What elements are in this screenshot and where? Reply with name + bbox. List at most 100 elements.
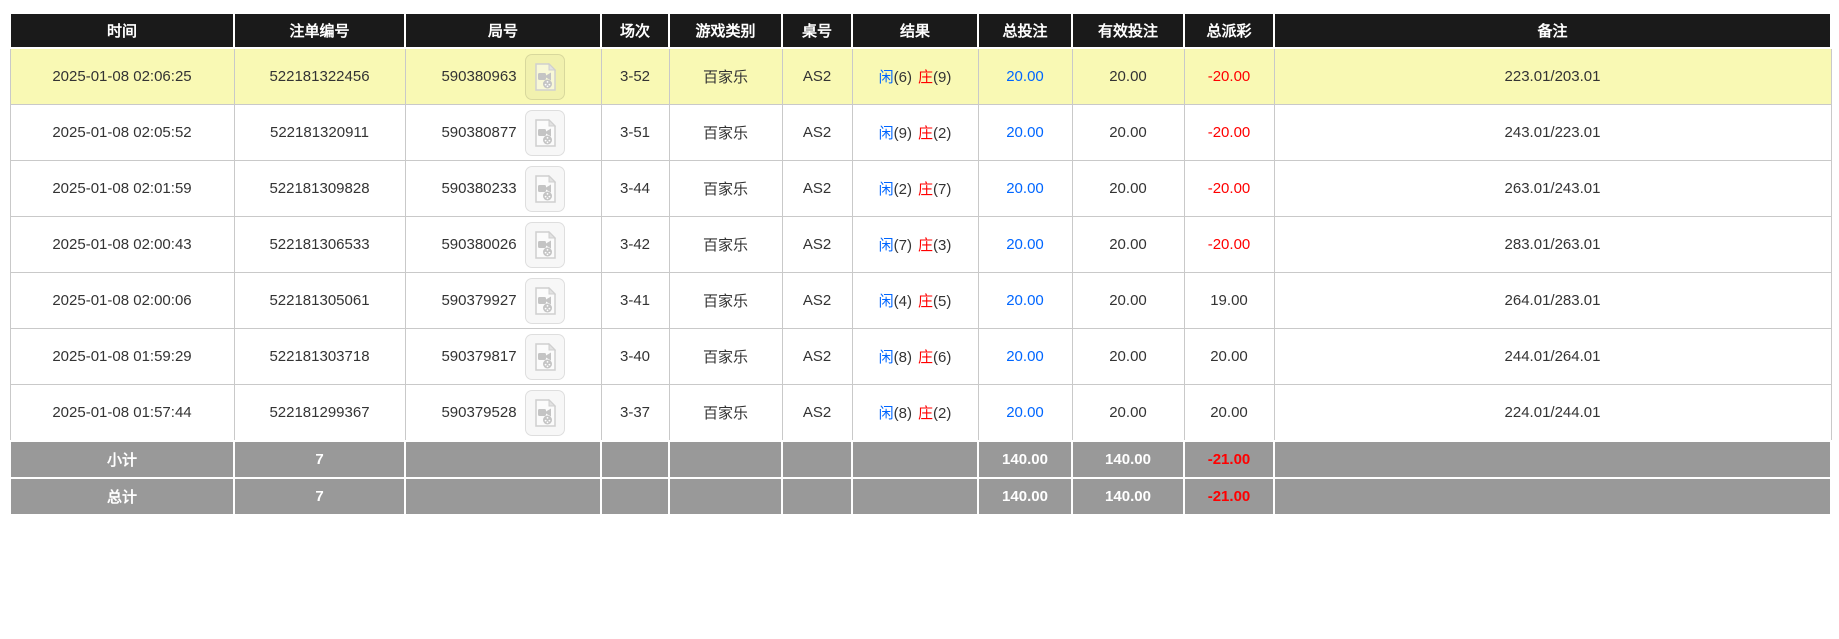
player-result-label: 闲 [878,349,894,366]
table-header: 时间 注单编号 局号 场次 游戏类别 桌号 结果 总投注 有效投注 总派彩 备注 [9,12,1832,49]
header-valid-bet: 有效投注 [1071,12,1185,49]
header-round: 局号 [404,12,602,49]
video-replay-button[interactable] [524,221,565,268]
cell-valid-bet: 20.00 [1071,272,1185,329]
banker-result-label: 庄 [918,405,934,422]
total-bet-link[interactable]: 20.00 [1006,180,1044,197]
subtotal-label: 小计 [9,440,235,479]
cell-session: 3-51 [600,104,670,161]
cell-bet-id: 522181309828 [233,160,406,217]
subtotal-empty-result [851,440,979,479]
banker-result-score: (9) [933,69,952,86]
total-bet-link[interactable]: 20.00 [1006,348,1044,365]
cell-remark: 223.01/203.01 [1273,47,1832,105]
video-file-icon [534,398,556,427]
banker-result-score: (3) [933,237,952,254]
cell-total-payout: 20.00 [1183,384,1275,442]
bet-record-row: 2025-01-08 02:00:43 522181306533 5903800… [9,216,1832,273]
cell-game-type: 百家乐 [668,104,783,161]
cell-table-no: AS2 [781,104,853,161]
cell-game-type: 百家乐 [668,272,783,329]
cell-remark: 283.01/263.01 [1273,216,1832,273]
video-replay-button[interactable] [524,333,565,380]
round-number: 590380963 [441,68,517,85]
grand-total-empty-session [600,477,670,516]
cell-table-no: AS2 [781,328,853,385]
cell-total-payout: 19.00 [1183,272,1275,329]
total-bet-link[interactable]: 20.00 [1006,292,1044,309]
player-result-score: (8) [893,405,912,422]
video-replay-button[interactable] [524,109,565,156]
cell-time: 2025-01-08 01:59:29 [9,328,235,385]
cell-remark: 224.01/244.01 [1273,384,1832,442]
video-replay-button[interactable] [524,389,565,436]
cell-time: 2025-01-08 01:57:44 [9,384,235,442]
subtotal-valid-bet: 140.00 [1071,440,1185,479]
banker-result-score: (2) [933,125,952,142]
subtotal-empty-game-type [668,440,783,479]
cell-time: 2025-01-08 02:06:25 [9,47,235,105]
cell-session: 3-41 [600,272,670,329]
video-file-icon [534,174,556,203]
cell-total-bet: 20.00 [977,216,1073,273]
cell-table-no: AS2 [781,160,853,217]
round-number: 590380877 [441,124,517,141]
player-result-label: 闲 [878,125,894,142]
video-file-icon [534,286,556,315]
cell-valid-bet: 20.00 [1071,328,1185,385]
video-file-icon [534,230,556,259]
video-replay-button[interactable] [524,277,565,324]
cell-table-no: AS2 [781,384,853,442]
cell-total-payout: -20.00 [1183,216,1275,273]
total-bet-link[interactable]: 20.00 [1006,404,1044,421]
total-bet-link[interactable]: 20.00 [1006,236,1044,253]
header-bet-id: 注单编号 [233,12,406,49]
bet-record-row: 2025-01-08 02:01:59 522181309828 5903802… [9,160,1832,217]
cell-result: 闲(6) 庄(9) [851,47,979,105]
cell-result: 闲(8) 庄(6) [851,328,979,385]
cell-result: 闲(4) 庄(5) [851,272,979,329]
cell-result: 闲(7) 庄(3) [851,216,979,273]
cell-valid-bet: 20.00 [1071,216,1185,273]
header-session: 场次 [600,12,670,49]
total-bet-link[interactable]: 20.00 [1006,124,1044,141]
cell-round: 590379528 [404,384,602,442]
subtotal-total-payout: -21.00 [1183,440,1275,479]
cell-session: 3-37 [600,384,670,442]
banker-result-label: 庄 [918,181,934,198]
cell-bet-id: 522181303718 [233,328,406,385]
bet-record-row: 2025-01-08 01:57:44 522181299367 5903795… [9,384,1832,442]
cell-time: 2025-01-08 02:00:06 [9,272,235,329]
header-remark: 备注 [1273,12,1832,49]
subtotal-row: 小计 7 140.00 140.00 -21.00 [9,440,1832,479]
grand-total-label: 总计 [9,477,235,516]
round-number: 590380233 [441,180,517,197]
player-result-label: 闲 [878,405,894,422]
cell-result: 闲(9) 庄(2) [851,104,979,161]
grand-total-empty-game-type [668,477,783,516]
table-body: 2025-01-08 02:06:25 522181322456 5903809… [9,47,1832,442]
video-replay-button[interactable] [524,53,565,100]
cell-game-type: 百家乐 [668,384,783,442]
player-result-score: (6) [893,69,912,86]
cell-game-type: 百家乐 [668,216,783,273]
cell-remark: 244.01/264.01 [1273,328,1832,385]
cell-table-no: AS2 [781,216,853,273]
player-result-score: (4) [893,293,912,310]
subtotal-empty-table-no [781,440,853,479]
banker-result-label: 庄 [918,293,934,310]
player-result-label: 闲 [878,237,894,254]
cell-remark: 264.01/283.01 [1273,272,1832,329]
cell-total-payout: 20.00 [1183,328,1275,385]
total-bet-link[interactable]: 20.00 [1006,68,1044,85]
cell-session: 3-44 [600,160,670,217]
video-file-icon [534,342,556,371]
cell-remark: 243.01/223.01 [1273,104,1832,161]
grand-total-row: 总计 7 140.00 140.00 -21.00 [9,477,1832,516]
cell-valid-bet: 20.00 [1071,160,1185,217]
cell-session: 3-52 [600,47,670,105]
subtotal-empty-round [404,440,602,479]
player-result-score: (8) [893,349,912,366]
cell-bet-id: 522181320911 [233,104,406,161]
video-replay-button[interactable] [524,165,565,212]
